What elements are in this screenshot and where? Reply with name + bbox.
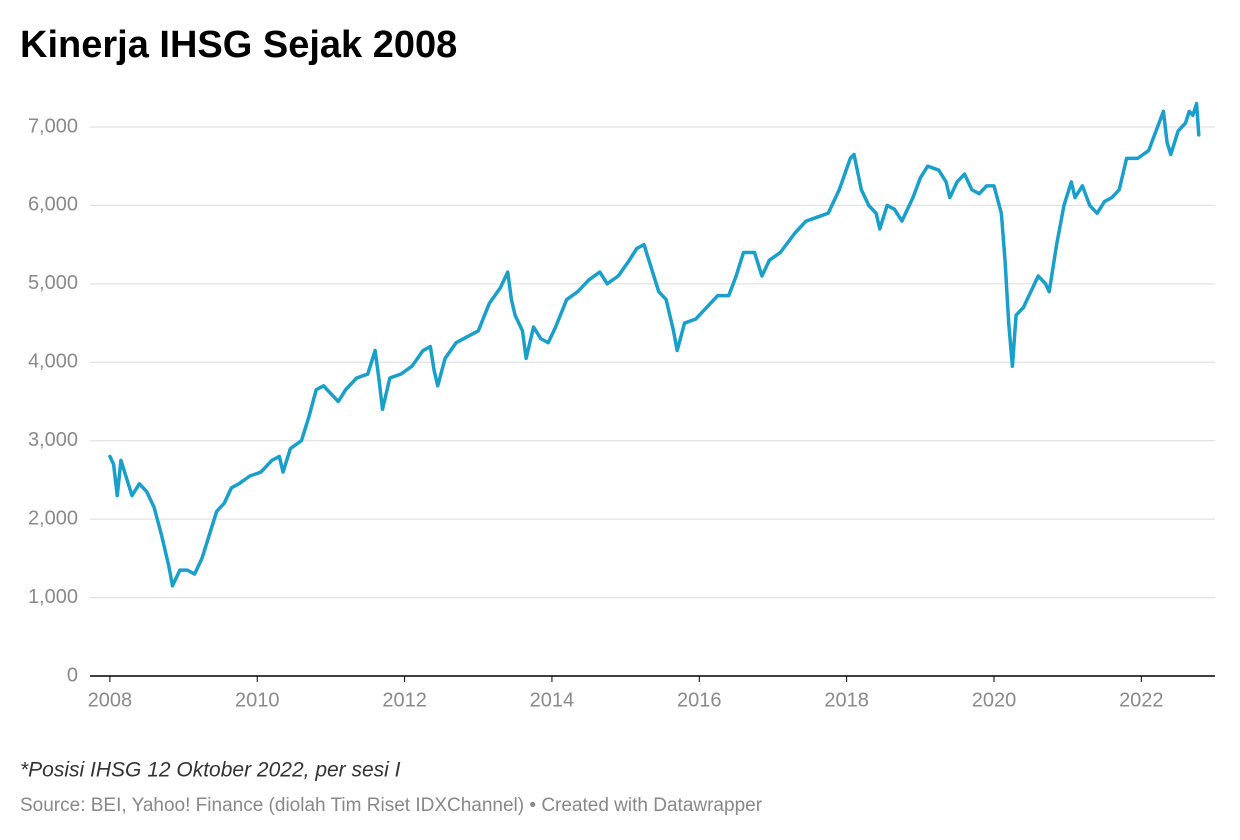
x-tick-label: 2016 [677, 689, 722, 711]
y-tick-label: 4,000 [28, 351, 78, 373]
chart-title: Kinerja IHSG Sejak 2008 [20, 24, 457, 66]
x-tick-label: 2014 [530, 689, 575, 711]
chart-source: Source: BEI, Yahoo! Finance (diolah Tim … [20, 795, 763, 816]
y-tick-label: 7,000 [28, 115, 78, 137]
x-tick-label: 2008 [88, 689, 133, 711]
x-tick-label: 2020 [972, 689, 1017, 711]
y-tick-label: 0 [67, 664, 78, 686]
x-tick-label: 2022 [1119, 689, 1164, 711]
y-tick-label: 5,000 [28, 272, 78, 294]
data-line [108, 101, 1201, 588]
chart-note: *Posisi IHSG 12 Oktober 2022, per sesi I [20, 759, 401, 782]
x-tick-label: 2012 [382, 689, 427, 711]
y-tick-label: 1,000 [28, 586, 78, 608]
x-tick-label: 2018 [824, 689, 869, 711]
y-tick-label: 6,000 [28, 194, 78, 216]
y-tick-label: 2,000 [28, 507, 78, 529]
y-tick-label: 3,000 [28, 429, 78, 451]
x-tick-label: 2010 [235, 689, 280, 711]
